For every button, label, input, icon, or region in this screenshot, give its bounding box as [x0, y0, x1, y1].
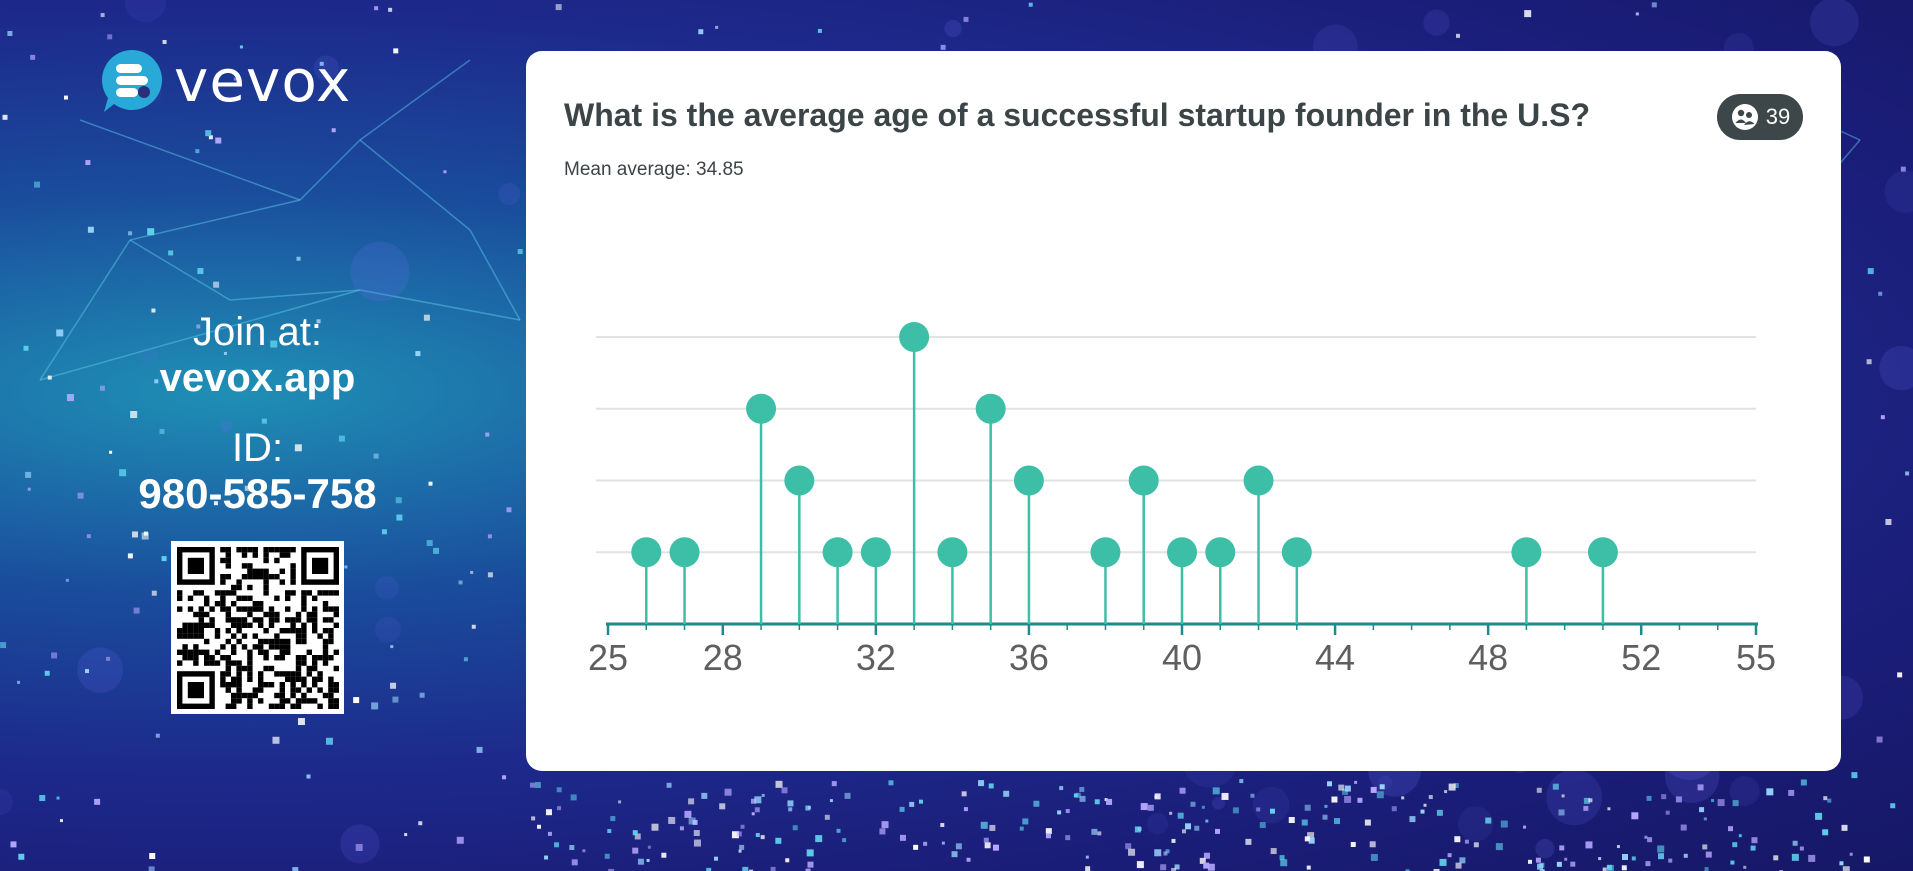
lollipop-point	[1243, 465, 1274, 496]
question-title: What is the average age of a successful …	[564, 97, 1590, 133]
x-tick-label: 25	[588, 637, 628, 678]
lollipop-point	[1013, 465, 1044, 496]
vevox-logo: vevox	[100, 48, 351, 114]
lollipop-point	[1167, 537, 1197, 568]
results-card: What is the average age of a successful …	[526, 51, 1841, 771]
lollipop-point	[822, 537, 853, 568]
qr-code	[171, 541, 344, 714]
vevox-logo-icon	[102, 50, 162, 112]
x-tick-label: 28	[703, 637, 743, 678]
lollipop-point	[860, 537, 891, 568]
lollipop-point	[1281, 537, 1312, 568]
lollipop-chart: 25 28 32 36 40 44 48 52 55	[588, 322, 1776, 678]
response-count-badge: 39	[1717, 94, 1803, 140]
lollipop-point	[1090, 537, 1121, 568]
lollipop-point	[746, 393, 777, 424]
lollipop-point	[937, 537, 968, 568]
mean-average: Mean average: 34.85	[564, 159, 744, 181]
x-tick-label: 44	[1315, 637, 1355, 678]
lollipop-point	[1205, 537, 1236, 568]
response-count: 39	[1765, 104, 1791, 129]
id-label: ID:	[231, 426, 284, 470]
session-id: 980-585-758	[138, 470, 377, 517]
lollipop-point	[1511, 537, 1542, 568]
lollipop-point	[1587, 537, 1618, 568]
lollipop-point	[784, 465, 815, 496]
mean-average-label: Mean average:	[564, 159, 691, 180]
lollipop-point	[975, 393, 1006, 424]
x-tick-label: 32	[856, 637, 896, 678]
lollipop-point	[1128, 465, 1159, 496]
people-icon	[1731, 104, 1758, 130]
mean-average-value: 34.85	[696, 159, 744, 180]
lollipop-point	[631, 537, 662, 568]
join-url[interactable]: vevox.app	[159, 356, 356, 400]
logo-text: vevox	[174, 47, 352, 115]
lollipop-point	[899, 322, 930, 352]
x-tick-label: 52	[1621, 637, 1661, 678]
qr-code-icon	[177, 547, 339, 709]
x-tick-label: 36	[1009, 637, 1049, 678]
x-tick-label: 40	[1162, 637, 1202, 678]
x-tick-label: 55	[1736, 637, 1776, 678]
join-label: Join at:	[193, 310, 322, 354]
x-tick-label: 48	[1468, 637, 1508, 678]
lollipop-point	[669, 537, 700, 568]
